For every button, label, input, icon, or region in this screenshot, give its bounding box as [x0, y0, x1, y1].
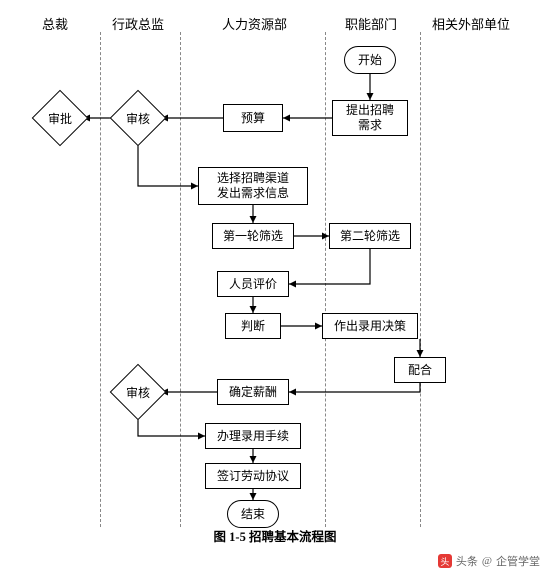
lane-header: 行政总监 — [112, 14, 164, 33]
figure-caption: 图 1-5 招聘基本流程图 — [0, 526, 550, 545]
edge-audit2-hire — [138, 415, 205, 436]
edge-screen2-eval — [289, 249, 370, 284]
lane-divider — [180, 32, 181, 527]
node-coop: 配合 — [394, 357, 446, 383]
credit-name: 企管学堂 — [496, 553, 540, 569]
node-contract: 签订劳动协议 — [205, 463, 301, 489]
credit-prefix: 头条 — [456, 553, 478, 569]
node-approve: 审批 — [40, 98, 80, 138]
node-eval: 人员评价 — [217, 271, 289, 297]
lane-divider — [420, 32, 421, 527]
toutiao-icon: 头 — [438, 554, 452, 568]
lane-header: 相关外部单位 — [432, 14, 510, 33]
node-judge: 判断 — [225, 313, 281, 339]
edge-coop-salary — [289, 383, 420, 392]
lane-header: 职能部门 — [345, 14, 397, 33]
node-req: 提出招聘需求 — [332, 100, 408, 136]
credit-at: @ — [482, 555, 492, 567]
lane-divider — [100, 32, 101, 527]
flowchart-canvas: 总裁 行政总监 人力资源部 职能部门 相关外部单位 开始提出招聘需求预算审核审批… — [0, 0, 550, 575]
node-screen1: 第一轮筛选 — [212, 223, 294, 249]
node-channel: 选择招聘渠道发出需求信息 — [198, 167, 308, 205]
node-salary: 确定薪酬 — [217, 379, 289, 405]
node-start: 开始 — [344, 46, 396, 74]
node-hire: 办理录用手续 — [205, 423, 301, 449]
lane-divider — [325, 32, 326, 527]
credit-line: 头 头条 @ 企管学堂 — [438, 553, 540, 569]
node-audit2: 审核 — [118, 372, 158, 412]
node-end: 结束 — [227, 500, 279, 528]
node-screen2: 第二轮筛选 — [329, 223, 411, 249]
node-budget: 预算 — [223, 104, 283, 132]
lane-header: 总裁 — [42, 14, 68, 33]
node-decide: 作出录用决策 — [322, 313, 418, 339]
edge-audit1-channel — [138, 141, 198, 186]
node-audit1: 审核 — [118, 98, 158, 138]
lane-header: 人力资源部 — [222, 14, 287, 33]
